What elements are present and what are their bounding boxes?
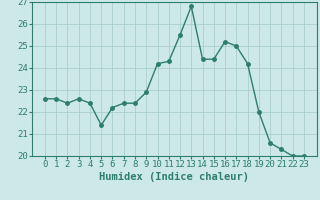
X-axis label: Humidex (Indice chaleur): Humidex (Indice chaleur) [100,172,249,182]
